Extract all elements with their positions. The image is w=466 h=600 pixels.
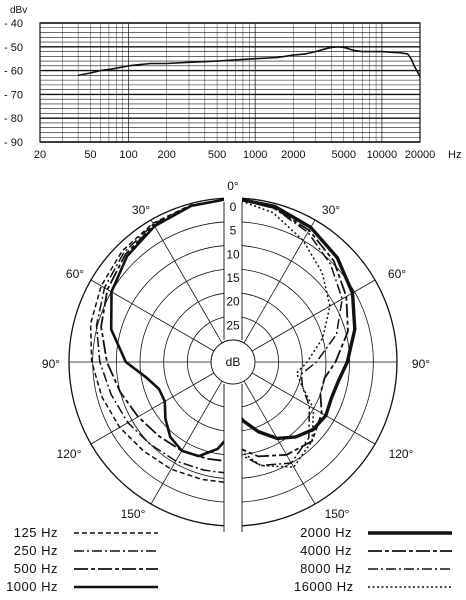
polar-series-line xyxy=(109,196,234,458)
polar-spoke xyxy=(90,279,215,352)
x-tick-label: 20 xyxy=(34,149,46,161)
radial-tick-label: 15 xyxy=(226,271,240,285)
angle-label: 60° xyxy=(388,267,406,281)
polar-spoke xyxy=(150,380,223,505)
radial-unit-label: dB xyxy=(226,355,241,369)
y-tick-label: - 90 xyxy=(4,137,23,149)
polar-spoke xyxy=(243,219,316,344)
legend-label: 250 Hz xyxy=(13,543,58,558)
frequency-axis-labels: - 40 - 50 - 60 - 70 - 80 - 90 dBv 20 50 100 200 500… xyxy=(4,5,461,161)
legend-swatch xyxy=(368,550,452,552)
polar-series-line xyxy=(95,197,234,475)
polar-curves xyxy=(89,196,357,485)
frequency-grid xyxy=(39,22,421,143)
frequency-response-line xyxy=(77,46,421,77)
y-tick-label: - 80 xyxy=(4,113,23,125)
x-tick-label: 10000 xyxy=(367,149,398,161)
polar-series-line xyxy=(232,197,349,458)
polar-center-mask xyxy=(210,190,256,534)
polar-labels: 0 5 10 15 20 25 dB 0° 30° 30° 60° 60° 90° 90° 120° 120°… xyxy=(42,179,430,536)
angle-label: 120° xyxy=(389,447,414,461)
x-tick-label: 50 xyxy=(84,149,96,161)
x-axis-title: Hz xyxy=(448,149,461,161)
frequency-curve-layer xyxy=(77,46,421,77)
legend-label: 125 Hz xyxy=(13,525,58,540)
y-axis-title: dBv xyxy=(10,5,27,16)
y-tick-label: - 70 xyxy=(4,89,23,101)
legend-label: 1000 Hz xyxy=(6,579,58,594)
radial-tick-label: 10 xyxy=(226,247,240,261)
legend-swatch xyxy=(74,532,158,534)
y-tick-label: - 40 xyxy=(4,18,23,30)
angle-label: 150° xyxy=(325,507,350,521)
angle-label: 120° xyxy=(57,447,82,461)
legend-label: 4000 Hz xyxy=(300,543,352,558)
legend-swatch xyxy=(368,568,452,570)
x-tick-label: 100 xyxy=(119,149,137,161)
y-tick-label: - 50 xyxy=(4,42,23,54)
angle-label: 30° xyxy=(322,203,340,217)
legend-label: 8000 Hz xyxy=(300,561,352,576)
x-tick-label: 5000 xyxy=(331,149,355,161)
polar-pattern-chart: 0 5 10 15 20 25 dB 0° 30° 30° 60° 60° 90° 90° 120° 120°… xyxy=(42,179,430,536)
angle-label: 90° xyxy=(412,357,430,371)
legend-label: 500 Hz xyxy=(13,561,58,576)
x-tick-label: 20000 xyxy=(405,149,436,161)
angle-label: 60° xyxy=(66,267,84,281)
legend-swatch xyxy=(74,568,158,570)
polar-spoke xyxy=(243,380,316,505)
legend-swatch xyxy=(368,531,452,535)
polar-spoke xyxy=(150,219,223,344)
frequency-plot-frame xyxy=(39,22,421,143)
x-tick-label: 1000 xyxy=(243,149,267,161)
polar-series-line xyxy=(89,197,234,485)
polar-series-line xyxy=(231,196,357,441)
angle-label: 150° xyxy=(121,507,146,521)
radial-tick-label: 5 xyxy=(230,224,237,238)
legend-label: 2000 Hz xyxy=(300,525,352,540)
polar-series-line xyxy=(232,197,331,468)
polar-spoke xyxy=(90,372,215,445)
radial-tick-label: 20 xyxy=(226,295,240,309)
legend-label: 16000 Hz xyxy=(294,579,354,594)
radial-tick-label: 25 xyxy=(226,318,240,332)
polar-series-line xyxy=(232,197,343,467)
radial-tick-label: 0 xyxy=(230,200,237,214)
angle-label: 180° xyxy=(221,535,246,536)
angle-label: 30° xyxy=(132,203,150,217)
x-tick-label: 200 xyxy=(157,149,175,161)
x-tick-label: 500 xyxy=(208,149,226,161)
legend-swatch xyxy=(368,586,452,588)
y-tick-label: - 60 xyxy=(4,66,23,78)
legend-swatch xyxy=(74,585,158,589)
x-tick-label: 2000 xyxy=(281,149,305,161)
frequency-response-chart: - 40 - 50 - 60 - 70 - 80 - 90 dBv 20 50 100 200 500… xyxy=(4,5,461,161)
legend-swatch xyxy=(74,550,158,552)
polar-spoke xyxy=(251,279,376,352)
angle-label: 0° xyxy=(227,179,239,193)
polar-center-circle xyxy=(210,339,256,385)
polar-legend: 125 Hz 250 Hz 500 Hz 1000 Hz 2000 Hz 4000 Hz… xyxy=(0,524,466,600)
angle-label: 90° xyxy=(42,357,60,371)
